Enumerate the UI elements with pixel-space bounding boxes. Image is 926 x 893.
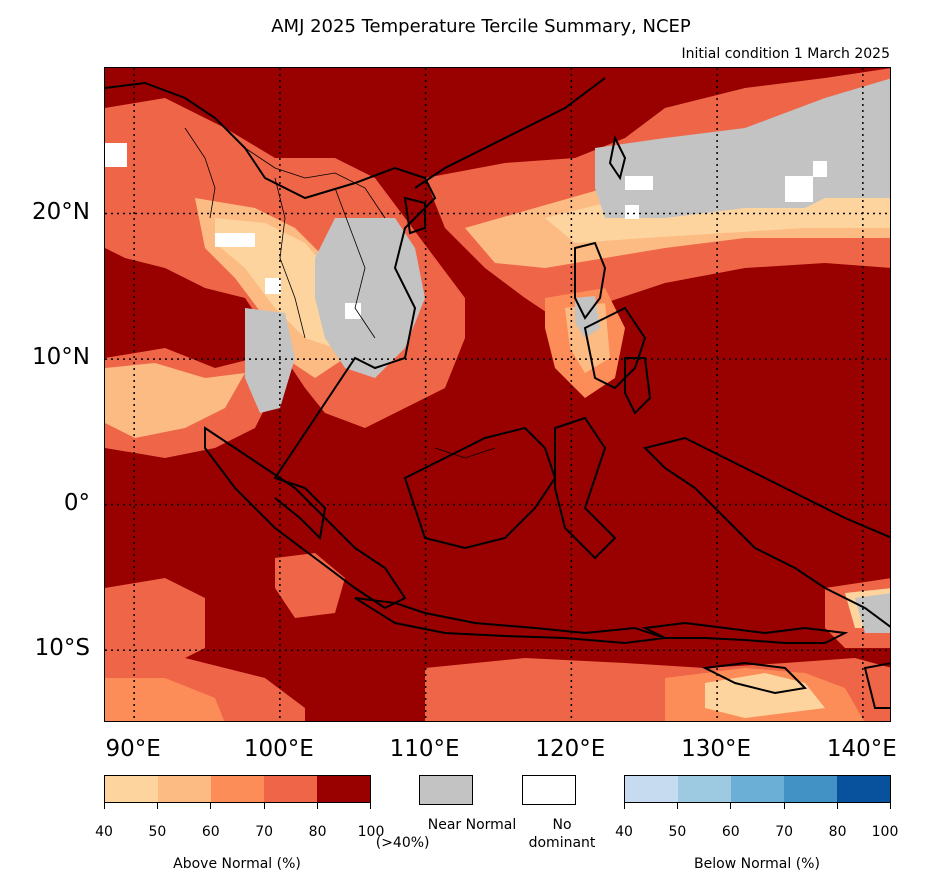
lat-label-20n: 20°N xyxy=(32,198,90,225)
above-tick-label: 50 xyxy=(148,824,167,840)
country-borders xyxy=(184,127,496,459)
no-dominant-regions xyxy=(105,143,827,319)
below-tick-label: 100 xyxy=(871,824,899,840)
above-normal-seg-80-100 xyxy=(317,776,370,802)
no-dominant-label-line1: No xyxy=(552,817,572,833)
below-tick-label: 40 xyxy=(615,824,633,840)
colorbar-tick xyxy=(783,803,785,809)
colorbar-tick xyxy=(157,803,159,809)
above-tick-label: 60 xyxy=(201,824,220,840)
above-normal-label: Above Normal (%) xyxy=(173,856,301,872)
below-normal-label: Below Normal (%) xyxy=(694,856,820,872)
below-tick-label: 70 xyxy=(775,824,794,840)
colorbar-tick xyxy=(210,803,212,809)
no-dominant-swatch xyxy=(522,775,576,805)
above-normal-colorbar xyxy=(104,775,371,803)
colorbar-tick xyxy=(263,803,265,809)
lon-label-100e: 100°E xyxy=(243,736,314,762)
above-tick-label: 70 xyxy=(255,824,274,840)
below-tick-label: 60 xyxy=(721,824,740,840)
below-tick-label: 50 xyxy=(668,824,687,840)
lat-label-10s: 10°S xyxy=(34,635,90,662)
gridlines xyxy=(105,68,890,721)
lat-label-0: 0° xyxy=(63,489,90,516)
colorbar-tick xyxy=(316,803,318,809)
below-normal-colorbar xyxy=(624,775,891,803)
lat-label-10n: 10°N xyxy=(32,344,90,371)
chart-title: AMJ 2025 Temperature Tercile Summary, NC… xyxy=(271,16,691,37)
below-normal-seg-60-70 xyxy=(731,776,784,802)
map-panel xyxy=(104,67,891,722)
above-tick-label: 100 xyxy=(357,824,385,840)
below-normal-seg-80-100 xyxy=(837,776,890,802)
lon-label-110e: 110°E xyxy=(389,736,460,762)
below-normal-seg-50-60 xyxy=(678,776,731,802)
above-tick-label: 80 xyxy=(308,824,327,840)
below-tick-label: 80 xyxy=(828,824,847,840)
colorbar-tick xyxy=(104,803,105,809)
colorbar-tick xyxy=(677,803,679,809)
near-normal-label-line2: (>40%) xyxy=(375,835,430,851)
above-normal-seg-40-50 xyxy=(105,776,158,802)
lon-label-140e: 140°E xyxy=(826,736,897,762)
no-dominant-label: No dominant xyxy=(529,816,596,852)
initial-condition-note: Initial condition 1 March 2025 xyxy=(681,46,890,62)
colorbar-tick xyxy=(836,803,838,809)
above-tick-label: 40 xyxy=(95,824,113,840)
above-normal-seg-60-70 xyxy=(211,776,264,802)
lon-label-90e: 90°E xyxy=(105,736,161,762)
no-dominant-label-line2: dominant xyxy=(528,835,596,851)
near-normal-swatch xyxy=(419,775,473,805)
below-normal-seg-70-80 xyxy=(784,776,837,802)
lon-label-120e: 120°E xyxy=(535,736,606,762)
colorbar-tick xyxy=(370,803,371,809)
below-normal-seg-40-50 xyxy=(625,776,678,802)
colorbar-tick xyxy=(730,803,732,809)
colorbar-tick xyxy=(624,803,625,809)
colorbar-tick xyxy=(890,803,891,809)
near-normal-label: Near Normal (>40%) xyxy=(376,816,517,852)
tercile-map xyxy=(105,68,890,721)
above-normal-seg-70-80 xyxy=(264,776,317,802)
above-normal-seg-50-60 xyxy=(158,776,211,802)
lon-label-130e: 130°E xyxy=(681,736,752,762)
coastlines xyxy=(105,77,890,709)
near-normal-label-line1: Near Normal xyxy=(427,817,517,833)
